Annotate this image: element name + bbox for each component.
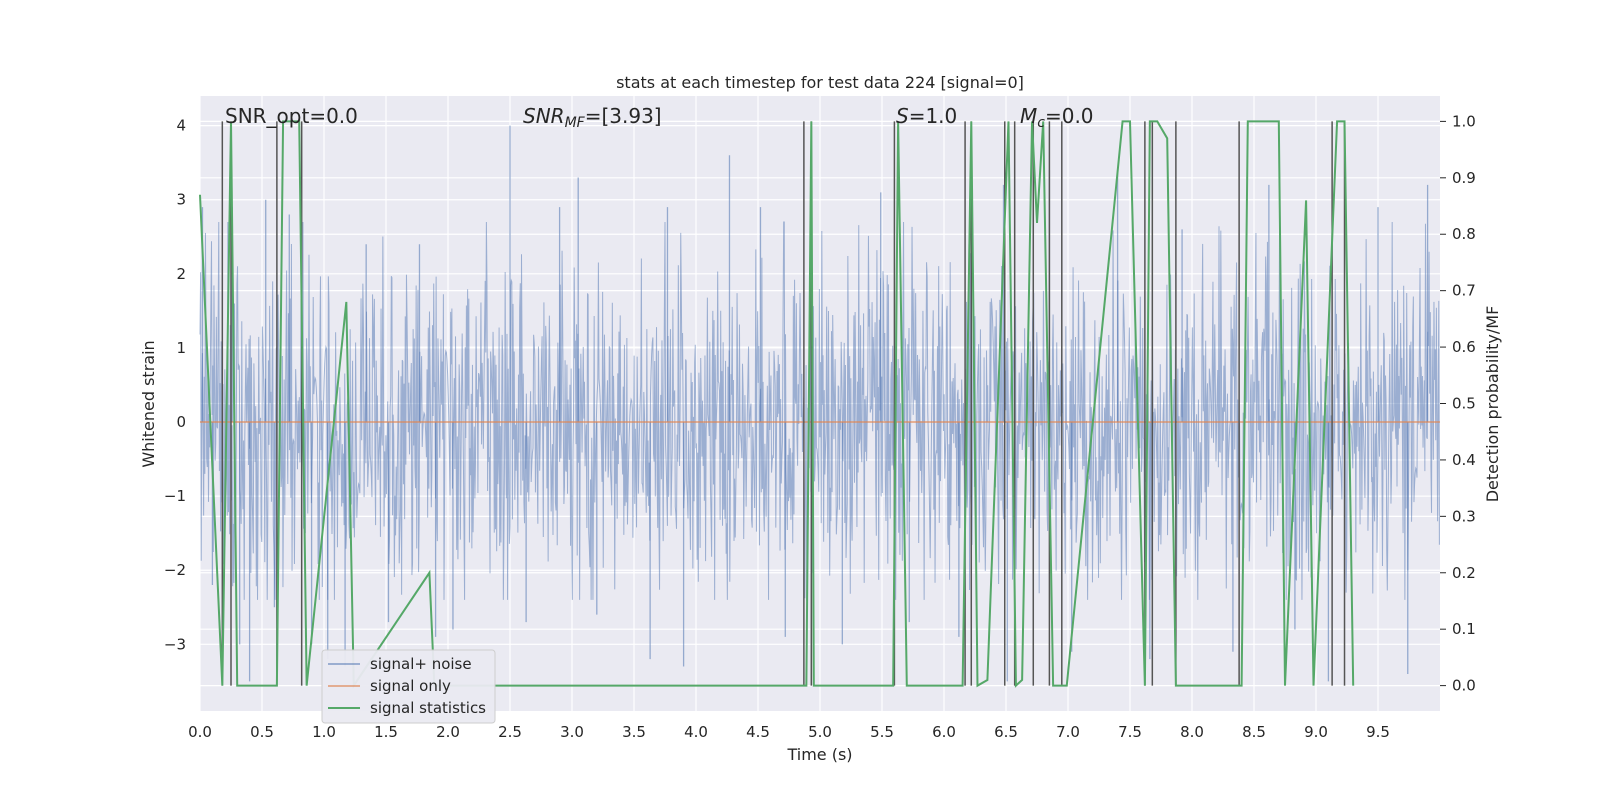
legend-label-signal-only: signal only	[370, 677, 451, 695]
legend-label-signal-statistics: signal statistics	[370, 699, 486, 717]
y-right-tick-label: 1.0	[1452, 112, 1476, 130]
annotation-snr-mf-value: =[3.93]	[585, 104, 662, 128]
annotation-snr-opt: SNR_opt=0.0	[225, 104, 358, 128]
x-tick-label: 3.5	[622, 723, 646, 741]
y-left-tick-label: 0	[176, 413, 186, 431]
y-left-tick-label: 2	[176, 265, 186, 283]
x-tick-label: 7.5	[1118, 723, 1142, 741]
x-tick-label: 3.0	[560, 723, 584, 741]
x-tick-label: 8.5	[1242, 723, 1266, 741]
annotation-s: S=1.0	[896, 104, 957, 128]
y-right-tick-label: 0.5	[1452, 395, 1476, 413]
annotation-mc-value: =0.0	[1045, 104, 1094, 128]
x-tick-label: 8.0	[1180, 723, 1204, 741]
x-tick-label: 7.0	[1056, 723, 1080, 741]
signal-statistics-line	[199, 120, 1355, 689]
y-left-tick-label: −3	[164, 635, 186, 653]
x-tick-label: 2.5	[498, 723, 522, 741]
x-tick-label: 1.5	[374, 723, 398, 741]
legend-label-signal-noise: signal+ noise	[370, 655, 472, 673]
y-right-tick-label: 0.8	[1452, 225, 1476, 243]
y-right-tick-label: 0.0	[1452, 677, 1476, 695]
annotation-s-symbol: S	[896, 104, 909, 128]
x-tick-label: 0.0	[188, 723, 212, 741]
y-axis-left-label: Whitened strain	[139, 340, 158, 467]
y-left-tick-label: −1	[164, 487, 186, 505]
annotation-mc: Mc=0.0	[1020, 104, 1094, 131]
annotation-s-value: =1.0	[909, 104, 958, 128]
y-right-tick-label: 0.4	[1452, 451, 1476, 469]
annotation-mc-symbol: M	[1020, 104, 1037, 128]
y-right-tick-label: 0.3	[1452, 507, 1476, 525]
annotation-mc-subscript: c	[1037, 115, 1045, 131]
x-tick-label: 2.0	[436, 723, 460, 741]
annotation-snr-mf-subscript: MF	[565, 115, 586, 131]
y-right-tick-label: 0.2	[1452, 564, 1476, 582]
y-right-tick-label: 0.9	[1452, 169, 1476, 187]
y-left-tick-label: 4	[176, 117, 186, 135]
legend: signal+ noise signal only signal statist…	[321, 649, 496, 724]
x-tick-label: 6.5	[994, 723, 1018, 741]
ticks: 0.0 0.5 1.0 1.5 2.0 2.5 3.0 3.5 4.0 4.5 5.0 5.5 6.0 6…	[164, 112, 1476, 741]
signal-statistics-series	[199, 120, 1355, 689]
legend-box	[321, 649, 496, 724]
x-tick-label: 1.0	[312, 723, 336, 741]
x-tick-label: 0.5	[250, 723, 274, 741]
x-tick-label: 5.0	[808, 723, 832, 741]
x-tick-label: 9.5	[1366, 723, 1390, 741]
x-tick-label: 4.5	[746, 723, 770, 741]
y-left-tick-label: 1	[176, 339, 186, 357]
signal-noise-line	[199, 221, 1440, 601]
y-right-tick-label: 0.7	[1452, 282, 1476, 300]
x-tick-label: 4.0	[684, 723, 708, 741]
annotation-snr-mf: SNRMF=[3.93]	[523, 104, 662, 131]
y-right-tick-label: 0.1	[1452, 620, 1476, 638]
annotation-snr-mf-symbol: SNR	[523, 104, 565, 128]
y-axis-right-label: Detection probability/MF	[1483, 306, 1502, 503]
signal-noise-series	[199, 125, 1440, 682]
x-tick-label: 5.5	[870, 723, 894, 741]
chart-title: stats at each timestep for test data 224…	[616, 73, 1024, 92]
y-left-tick-label: 3	[176, 191, 186, 209]
x-axis-label: Time (s)	[786, 745, 852, 764]
y-left-tick-label: −2	[164, 561, 186, 579]
y-right-tick-label: 0.6	[1452, 338, 1476, 356]
x-tick-label: 6.0	[932, 723, 956, 741]
x-tick-label: 9.0	[1304, 723, 1328, 741]
